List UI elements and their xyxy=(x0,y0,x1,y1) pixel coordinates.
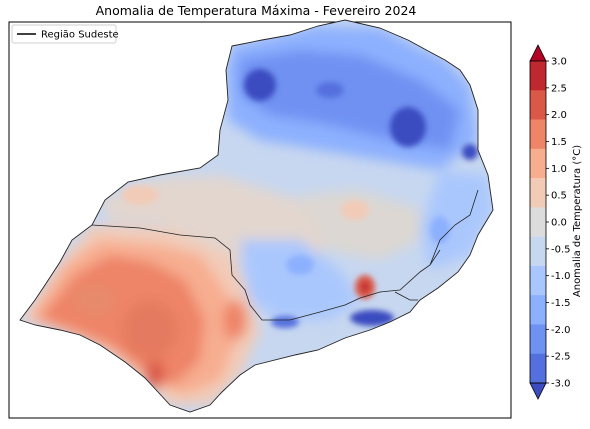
state-border-es xyxy=(429,189,479,266)
colorbar-segment xyxy=(530,353,546,384)
colorbar-tick-label: -2.0 xyxy=(551,325,571,336)
colorbar: -3.0 -2.5 -2.0 -1.5 -1.0 -0.5 0.0 0.5 1.0 1.5 2.0 2… xyxy=(529,44,571,400)
colorbar-tick-label: -2.5 xyxy=(551,352,571,363)
map-title: Anomalia de Temperatura Máxima - Feverei… xyxy=(95,3,417,18)
colorbar-segment xyxy=(530,295,546,325)
anomaly-field xyxy=(20,20,493,412)
colorbar-segment xyxy=(530,236,546,267)
colorbar-tick-label: 2.0 xyxy=(551,110,567,121)
colorbar-tick-label: -1.0 xyxy=(551,271,571,282)
colorbar-tick-label: -1.5 xyxy=(551,298,571,309)
colorbar-tick-label: 1.0 xyxy=(551,164,567,175)
state-border-rj xyxy=(394,291,418,301)
colorbar-segment xyxy=(530,265,546,296)
colorbar-tick-label: 2.5 xyxy=(551,83,567,94)
colorbar-segment xyxy=(530,61,546,91)
legend: Região Sudeste xyxy=(11,24,119,44)
map-frame xyxy=(8,21,512,419)
colorbar-tick-label: 0.0 xyxy=(551,218,567,229)
legend-label: Região Sudeste xyxy=(41,30,119,41)
colorbar-extend-min xyxy=(529,382,547,400)
colorbar-segment xyxy=(530,148,546,179)
colorbar-segment xyxy=(530,119,546,150)
colorbar-tick-label: -3.0 xyxy=(551,379,571,390)
colorbar-segment xyxy=(530,207,546,237)
state-border-mg xyxy=(91,224,441,321)
colorbar-segment xyxy=(530,178,546,208)
colorbar-label: Anomalia de Temperatura (°C) xyxy=(572,145,583,297)
colorbar-extend-max xyxy=(529,44,547,62)
colorbar-tick-label: -0.5 xyxy=(551,244,571,255)
colorbar-tick-label: 1.5 xyxy=(551,137,567,148)
colorbar-tick-label: 3.0 xyxy=(551,57,567,68)
colorbar-segment xyxy=(530,324,546,355)
colorbar-tick-label: 0.5 xyxy=(551,191,567,202)
colorbar-segment xyxy=(530,90,546,120)
region-outline xyxy=(19,19,494,413)
